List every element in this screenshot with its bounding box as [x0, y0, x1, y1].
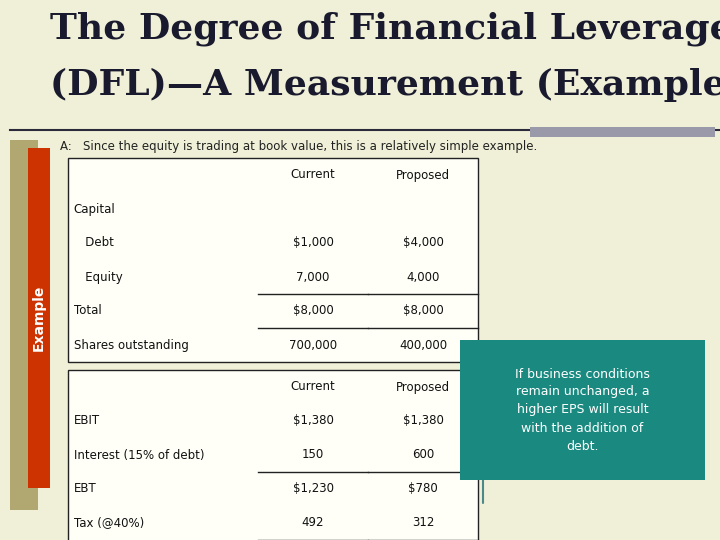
- Text: 7,000: 7,000: [297, 271, 330, 284]
- Text: 312: 312: [412, 516, 434, 530]
- Text: $4,000: $4,000: [402, 237, 444, 249]
- Text: 400,000: 400,000: [399, 339, 447, 352]
- Text: 4,000: 4,000: [406, 271, 440, 284]
- Bar: [460, 340, 705, 480]
- Text: $8,000: $8,000: [292, 305, 333, 318]
- Bar: [68, 158, 478, 362]
- Text: 27: 27: [362, 517, 378, 530]
- Text: 150: 150: [302, 449, 324, 462]
- Bar: [10, 140, 38, 510]
- Text: Shares outstanding: Shares outstanding: [73, 339, 189, 352]
- Text: $780: $780: [408, 483, 438, 496]
- Text: Tax (@40%): Tax (@40%): [73, 516, 144, 530]
- Text: A:   Since the equity is trading at book value, this is a relatively simple exam: A: Since the equity is trading at book v…: [60, 140, 537, 153]
- Text: (DFL)—A Measurement (Example): (DFL)—A Measurement (Example): [50, 68, 720, 102]
- Text: EBT: EBT: [73, 483, 96, 496]
- Text: $1,000: $1,000: [292, 237, 333, 249]
- Text: Capital: Capital: [73, 202, 115, 215]
- Text: If business conditions
remain unchanged, a
higher EPS will result
with the addit: If business conditions remain unchanged,…: [515, 368, 650, 453]
- Text: Proposed: Proposed: [396, 381, 450, 394]
- Text: Proposed: Proposed: [396, 168, 450, 181]
- Bar: [28, 148, 50, 488]
- Text: $1,230: $1,230: [292, 483, 333, 496]
- Bar: [68, 370, 478, 540]
- Text: EBIT: EBIT: [73, 415, 100, 428]
- Text: Interest (15% of debt): Interest (15% of debt): [73, 449, 204, 462]
- Text: $1,380: $1,380: [292, 415, 333, 428]
- Text: 492: 492: [302, 516, 324, 530]
- Bar: [530, 127, 715, 137]
- Text: $1,380: $1,380: [402, 415, 444, 428]
- Text: Current: Current: [291, 381, 336, 394]
- Text: Total: Total: [73, 305, 102, 318]
- Text: Debt: Debt: [73, 237, 114, 249]
- Text: 700,000: 700,000: [289, 339, 337, 352]
- Text: $8,000: $8,000: [402, 305, 444, 318]
- Text: Current: Current: [291, 168, 336, 181]
- Text: Example: Example: [32, 285, 46, 351]
- Text: Equity: Equity: [73, 271, 122, 284]
- Text: The Degree of Financial Leverage: The Degree of Financial Leverage: [50, 12, 720, 46]
- Text: 600: 600: [412, 449, 434, 462]
